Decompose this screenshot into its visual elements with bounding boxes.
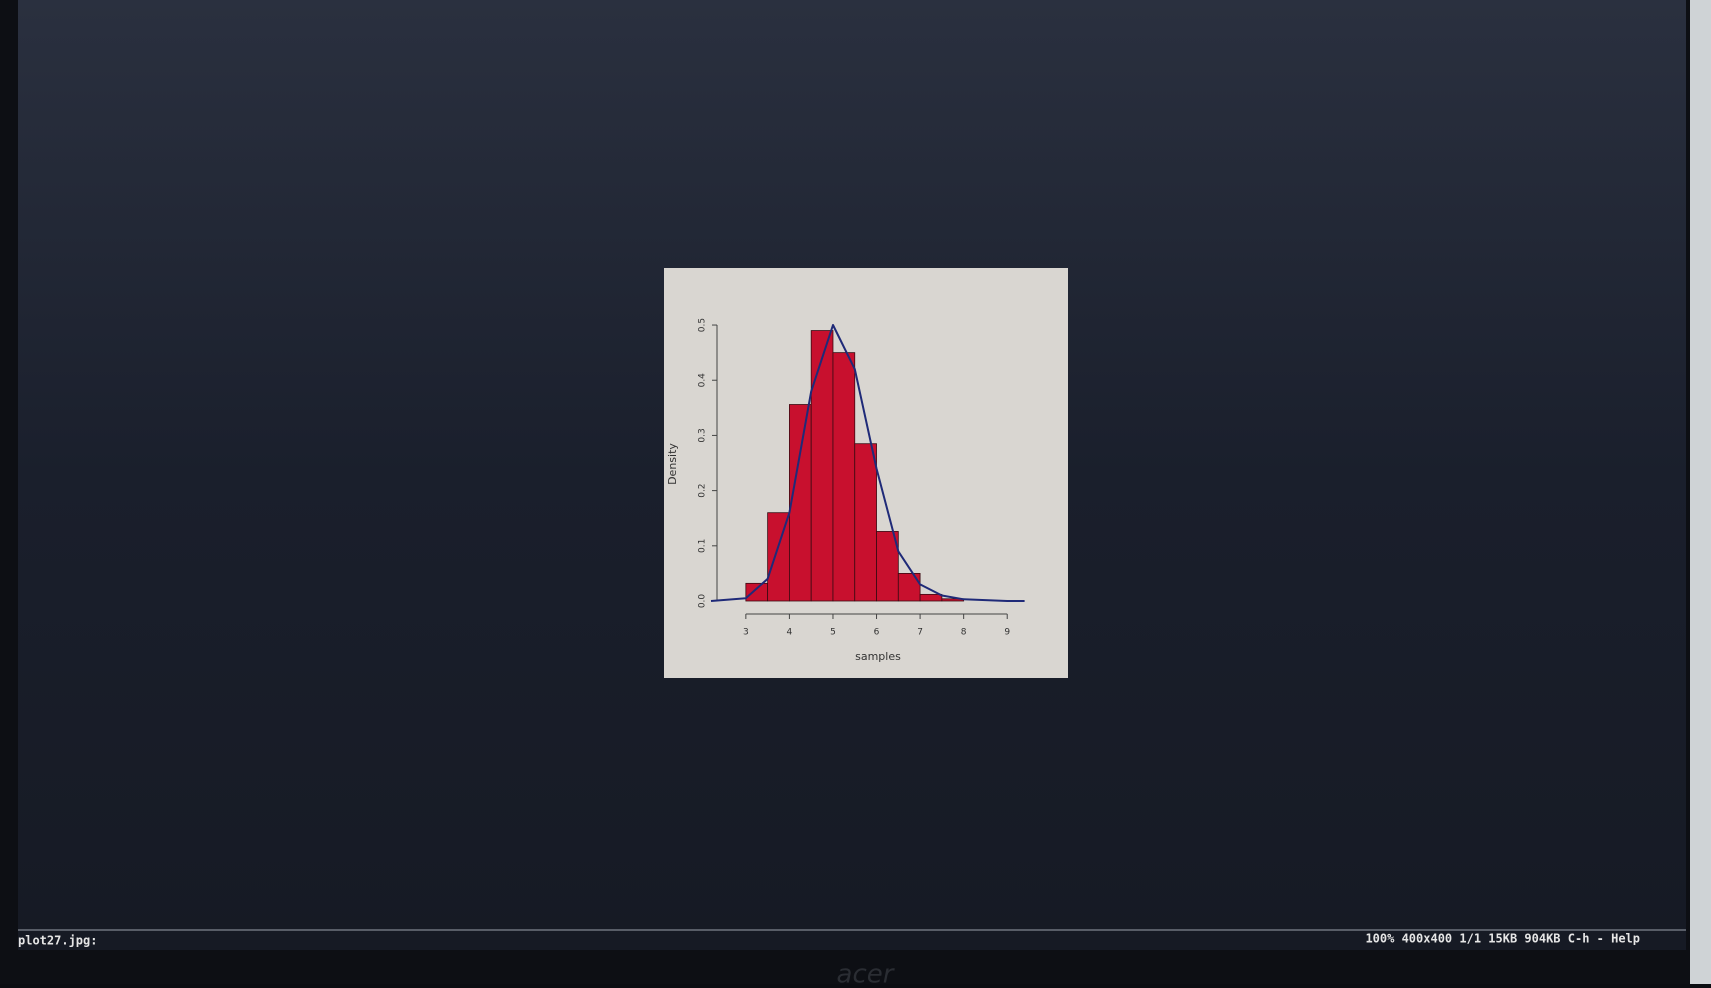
y-tick-label: 0.5 bbox=[698, 318, 708, 332]
histogram-bar bbox=[745, 582, 769, 602]
histogram-bar bbox=[810, 330, 834, 602]
x-tick-label: 7 bbox=[917, 628, 923, 638]
density-curve bbox=[710, 324, 1025, 602]
y-tick-label: 0.3 bbox=[698, 428, 708, 442]
x-tick-label: 5 bbox=[830, 628, 836, 638]
y-tick-label: 0.4 bbox=[698, 373, 708, 388]
x-tick-label: 8 bbox=[961, 628, 967, 638]
histogram-bar bbox=[789, 404, 812, 602]
y-tick-label: 0.1 bbox=[698, 539, 708, 553]
histogram-bar bbox=[919, 593, 943, 602]
status-info: 100% 400x400 1/1 15KB 904KB C-h - Help bbox=[1365, 932, 1640, 946]
y-tick-label: 0.0 bbox=[698, 594, 708, 609]
brand-logo: acer bbox=[837, 960, 896, 985]
x-axis-label: samples bbox=[855, 650, 901, 663]
status-filename: plot27.jpg: bbox=[18, 934, 97, 948]
x-tick-label: 6 bbox=[874, 628, 880, 638]
y-axis-label: Density bbox=[666, 443, 679, 485]
x-tick-label: 9 bbox=[1004, 628, 1010, 638]
x-tick-label: 4 bbox=[787, 628, 793, 638]
histogram-bar bbox=[876, 531, 899, 602]
y-tick-label: 0.2 bbox=[698, 483, 708, 497]
x-tick-label: 3 bbox=[743, 628, 749, 638]
histogram-bar bbox=[897, 573, 921, 602]
histogram-bar bbox=[832, 352, 856, 602]
histogram-bar bbox=[854, 443, 877, 602]
histogram-bar bbox=[767, 512, 790, 602]
